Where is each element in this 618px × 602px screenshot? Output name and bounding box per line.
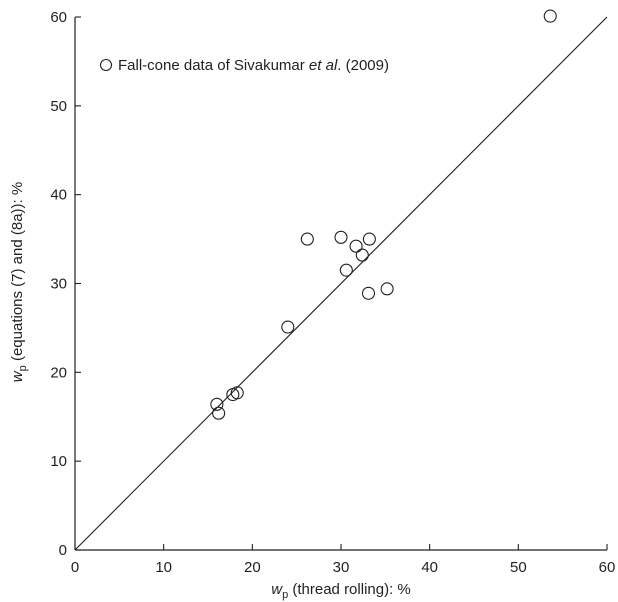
y-axis-symbol: w: [9, 370, 26, 382]
ticks: 0 10 20 30 40 50 60 0 10 20 30 40 50 60: [50, 9, 615, 576]
x-axis-symbol: w: [271, 581, 283, 598]
data-points: [210, 9, 557, 420]
y-tick-label: 0: [59, 542, 67, 559]
data-point: [230, 386, 244, 400]
x-tick-label: 0: [71, 559, 79, 576]
one-to-one-line: [74, 16, 608, 551]
data-point: [300, 232, 314, 246]
legend-label: Fall-cone data of Sivakumar et al. (2009…: [118, 57, 389, 74]
y-tick-label: 40: [50, 187, 67, 204]
data-point: [212, 406, 226, 420]
data-point: [362, 232, 376, 246]
y-tick-label: 50: [50, 98, 67, 115]
x-axis-text: (thread rolling): %: [288, 581, 411, 598]
x-tick-label: 50: [510, 559, 527, 576]
legend-label-italic: et al: [309, 57, 338, 74]
x-tick-label: 40: [421, 559, 438, 576]
y-tick-label: 30: [50, 276, 67, 293]
legend-marker-open-circle: [99, 58, 113, 72]
data-point: [361, 286, 376, 300]
y-tick-label: 20: [50, 364, 67, 381]
x-tick-label: 60: [599, 559, 616, 576]
legend-label-prefix: Fall-cone data of Sivakumar: [118, 57, 309, 74]
data-point: [355, 248, 369, 262]
y-axis-text: (equations (7) and (8a)): %: [9, 182, 26, 365]
data-point: [380, 282, 394, 296]
x-tick-label: 20: [244, 559, 261, 576]
data-point: [339, 263, 353, 277]
y-axis-label: wp (equations (7) and (8a)): %: [9, 182, 29, 382]
data-point: [349, 239, 363, 253]
data-point: [281, 320, 295, 334]
y-tick-label: 60: [50, 9, 67, 26]
x-tick-label: 30: [333, 559, 350, 576]
x-tick-label: 10: [155, 559, 172, 576]
y-axis-subscript: p: [17, 365, 29, 371]
plot-area: [74, 16, 608, 551]
x-axis-label: wp (thread rolling): %: [271, 581, 411, 601]
legend-label-suffix: . (2009): [337, 57, 389, 74]
data-point: [210, 397, 224, 411]
data-point: [543, 9, 557, 23]
data-point: [334, 230, 348, 244]
y-tick-label: 10: [50, 453, 67, 470]
x-axis-subscript: p: [282, 589, 288, 601]
legend: Fall-cone data of Sivakumar et al. (2009…: [99, 57, 389, 74]
